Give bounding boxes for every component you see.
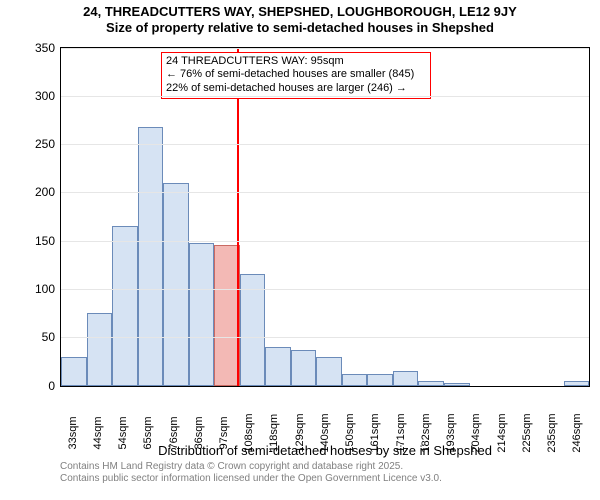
footer-line1: Contains HM Land Registry data © Crown c… xyxy=(60,461,592,473)
y-tick-label: 200 xyxy=(35,185,55,199)
chart-titles: 24, THREADCUTTERS WAY, SHEPSHED, LOUGHBO… xyxy=(0,0,600,37)
gridline xyxy=(61,48,589,49)
histogram-bar xyxy=(393,371,419,385)
y-tick-label: 350 xyxy=(35,41,55,55)
annotation-line2: ← 76% of semi-detached houses are smalle… xyxy=(166,68,426,82)
footer-line2: Contains public sector information licen… xyxy=(60,473,592,485)
y-tick-label: 300 xyxy=(35,89,55,103)
attribution-footer: Contains HM Land Registry data © Crown c… xyxy=(0,457,600,485)
histogram-bar xyxy=(291,350,317,386)
histogram-bar xyxy=(265,347,291,386)
gridline xyxy=(61,96,589,97)
histogram-bar xyxy=(87,313,113,385)
x-axis-label: Distribution of semi-detached houses by … xyxy=(60,443,590,458)
histogram-bar xyxy=(163,183,189,386)
annotation-line1: 24 THREADCUTTERS WAY: 95sqm xyxy=(166,55,426,69)
y-tick-label: 150 xyxy=(35,234,55,248)
histogram-bar xyxy=(189,243,215,386)
y-tick-label: 0 xyxy=(48,379,55,393)
y-tick-label: 50 xyxy=(42,330,55,344)
gridline xyxy=(61,337,589,338)
annotation-box: 24 THREADCUTTERS WAY: 95sqm ← 76% of sem… xyxy=(161,52,431,99)
gridline xyxy=(61,289,589,290)
annotation-line3: 22% of semi-detached houses are larger (… xyxy=(166,82,426,96)
plot-region: 24 THREADCUTTERS WAY: 95sqm ← 76% of sem… xyxy=(60,47,590,387)
histogram-bar xyxy=(240,274,266,385)
y-tick-label: 100 xyxy=(35,282,55,296)
gridline xyxy=(61,144,589,145)
histogram-bar xyxy=(112,226,138,385)
histogram-bar xyxy=(342,374,368,386)
y-tick-label: 250 xyxy=(35,137,55,151)
gridline xyxy=(61,192,589,193)
histogram-bar xyxy=(316,357,342,386)
title-line2: Size of property relative to semi-detach… xyxy=(0,20,600,36)
gridline xyxy=(61,241,589,242)
title-line1: 24, THREADCUTTERS WAY, SHEPSHED, LOUGHBO… xyxy=(0,4,600,20)
histogram-bar xyxy=(138,127,164,386)
chart-area: Number of semi-detached properties 24 TH… xyxy=(0,37,600,457)
histogram-bar xyxy=(61,357,87,386)
histogram-bar xyxy=(367,374,393,386)
